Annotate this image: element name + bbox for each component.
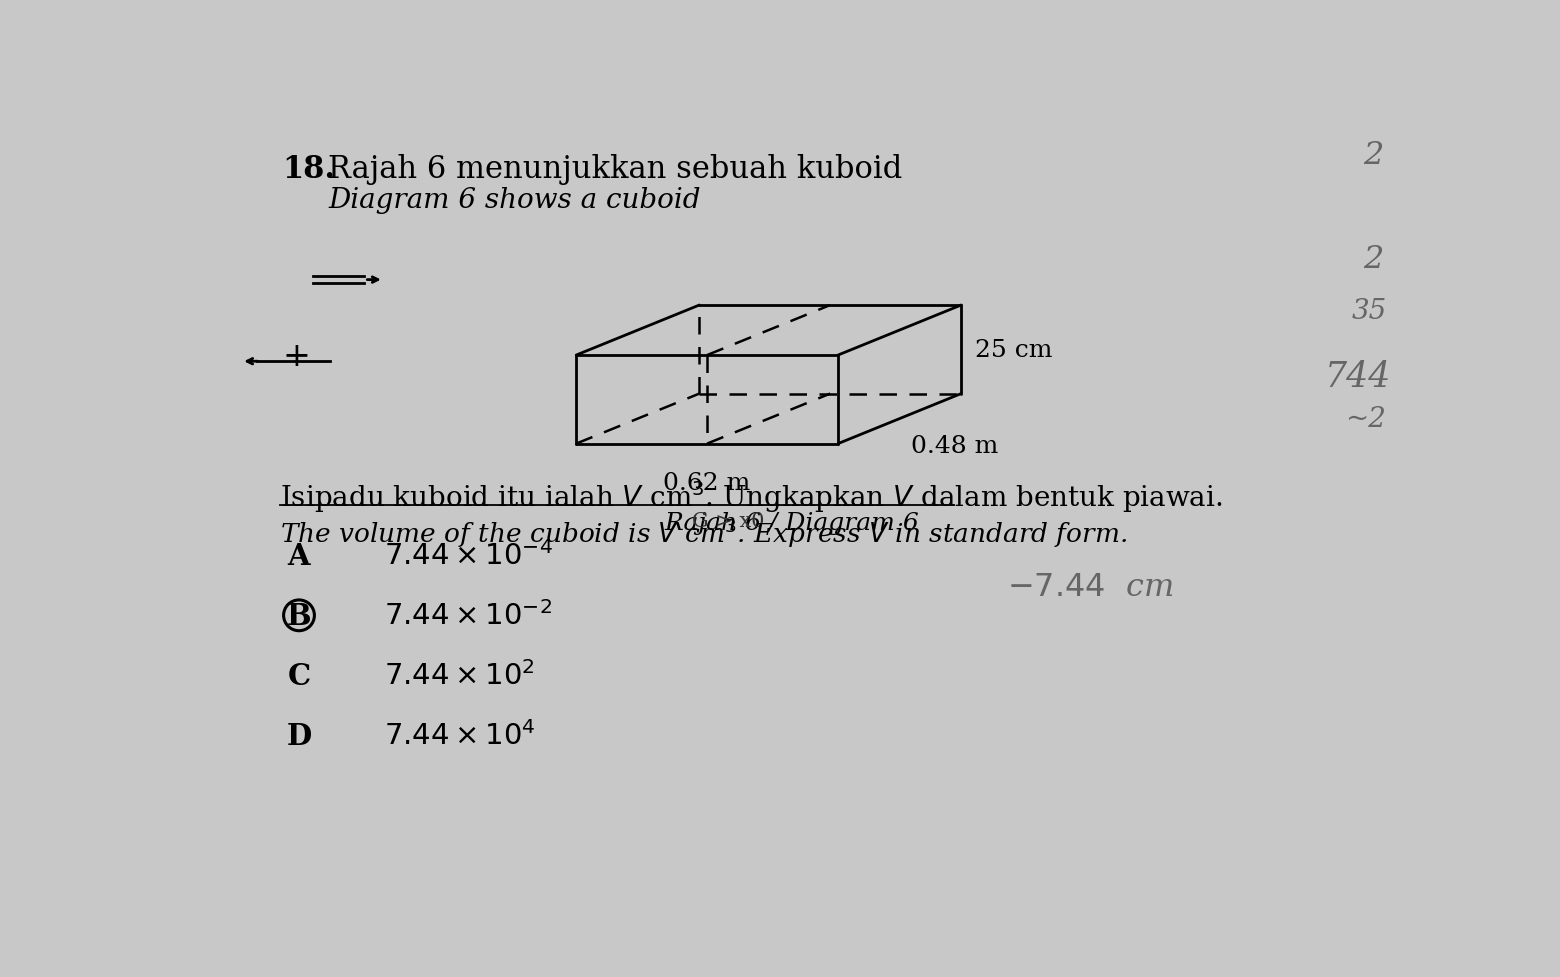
Text: $7.44 \times 10^{-2}$: $7.44 \times 10^{-2}$ (384, 601, 552, 630)
Text: 25 cm: 25 cm (975, 338, 1053, 361)
Text: A: A (287, 541, 310, 571)
Text: $7.44 \times 10^{2}$: $7.44 \times 10^{2}$ (384, 660, 535, 691)
Text: 0.48 m: 0.48 m (911, 435, 998, 457)
Text: The volume of the cuboid is $V$ cm$^3$. Express $V$ in standard form.: The volume of the cuboid is $V$ cm$^3$. … (279, 516, 1126, 549)
Text: Isipadu kuboid itu ialah $V$ cm$^3$. Ungkapkan $V$ dalam bentuk piawai.: Isipadu kuboid itu ialah $V$ cm$^3$. Ung… (279, 479, 1223, 515)
Text: Diagram 6 shows a cuboid: Diagram 6 shows a cuboid (328, 187, 700, 213)
Text: 744: 744 (1324, 360, 1392, 394)
Text: G > x0: G > x0 (691, 512, 764, 531)
Text: C: C (287, 661, 310, 690)
Text: 35: 35 (1351, 298, 1387, 325)
Text: Rajah 6 / Diagram 6: Rajah 6 / Diagram 6 (665, 512, 919, 534)
Text: B: B (287, 601, 312, 630)
Text: $7.44 \times 10^{4}$: $7.44 \times 10^{4}$ (384, 721, 535, 750)
Text: D: D (287, 721, 312, 750)
Text: 2: 2 (1363, 244, 1384, 276)
Text: 2: 2 (1363, 141, 1384, 171)
Text: Rajah 6 menunjukkan sebuah kuboid: Rajah 6 menunjukkan sebuah kuboid (328, 154, 903, 185)
Text: 18.: 18. (282, 154, 335, 185)
Text: +: + (282, 340, 310, 372)
Text: 0.62 m: 0.62 m (663, 471, 750, 494)
Text: $7.44 \times 10^{-4}$: $7.44 \times 10^{-4}$ (384, 540, 552, 571)
Text: $-7.44$  cm: $-7.44$ cm (1008, 571, 1173, 602)
Text: ~2: ~2 (1345, 405, 1385, 433)
